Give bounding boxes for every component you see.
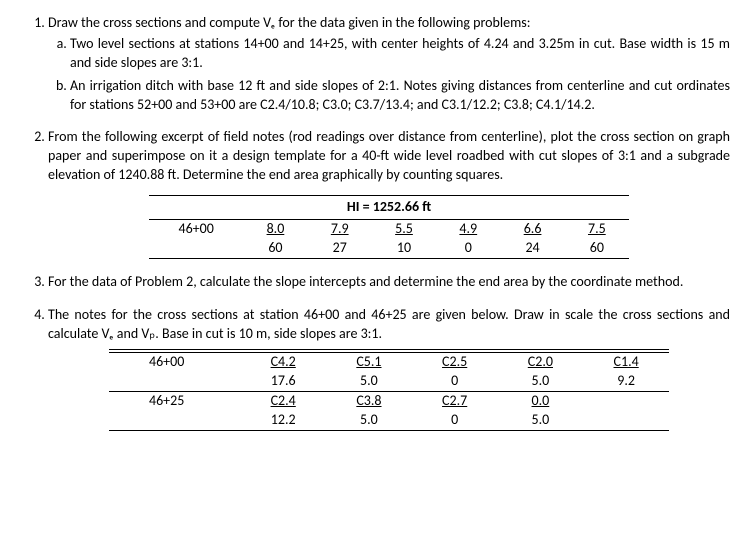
problem-1: Draw the cross sections and compute Vₑ f…: [48, 14, 730, 114]
q4-text: The notes for the cross sections at stat…: [48, 306, 730, 342]
q4-r1-b4: [583, 411, 669, 430]
problem-list: Draw the cross sections and compute Vₑ f…: [24, 14, 730, 431]
q2-t2: 5.5: [395, 220, 413, 237]
q4-table: 46+00 C4.2 C5.1 C2.5 C2.0 C1.4 17.6 5.0 …: [109, 349, 669, 431]
q4-r0-b1: 5.0: [326, 372, 412, 391]
q4-r0-t2: C2.5: [442, 353, 467, 370]
q4-r1-t2: C2.7: [442, 392, 467, 409]
q4-r1-t3: 0.0: [532, 392, 550, 409]
q4-r1-b1: 5.0: [326, 411, 412, 430]
q4-r0-t4: C1.4: [614, 353, 639, 370]
q4-r0-b2: 0: [412, 372, 498, 391]
q2-hi: HI = 1252.66 ft: [149, 195, 629, 220]
q2-t5: 7.5: [588, 220, 606, 237]
q2-text: From the following excerpt of field note…: [48, 128, 730, 183]
q2-b0: 60: [243, 239, 307, 258]
q1b: An irrigation ditch with base 12 ft and …: [70, 77, 730, 115]
q4-r1-b2: 0: [412, 411, 498, 430]
q4-r1-t0: C2.4: [271, 392, 296, 409]
q4-r0-t0: C4.2: [271, 353, 296, 370]
q1-intro: Draw the cross sections and compute Vₑ f…: [48, 14, 531, 31]
q4-r0-station: 46+00: [109, 353, 240, 372]
q4-r0-b4: 9.2: [583, 372, 669, 391]
q2-b4: 24: [500, 239, 564, 258]
problem-3: For the data of Problem 2, calculate the…: [48, 273, 730, 292]
problem-2: From the following excerpt of field note…: [48, 128, 730, 258]
q2-table: 46+00 8.0 7.9 5.5 4.9 6.6 7.5 60 27 10 0…: [149, 220, 629, 259]
q2-t3: 4.9: [459, 220, 477, 237]
q2-t0: 8.0: [267, 220, 285, 237]
problem-4: The notes for the cross sections at stat…: [48, 306, 730, 431]
q2-t1: 7.9: [331, 220, 349, 237]
q1-subs: Two level sections at stations 14+00 and…: [48, 35, 730, 115]
q2-b1: 27: [308, 239, 372, 258]
q4-r0-t3: C2.0: [528, 353, 553, 370]
q4-r1-station: 46+25: [109, 392, 240, 411]
q4-r0-b0: 17.6: [240, 372, 326, 391]
q4-r1-t1: C3.8: [356, 392, 381, 409]
q2-b3: 0: [436, 239, 500, 258]
q4-r1-b3: 5.0: [498, 411, 584, 430]
q2-table-block: HI = 1252.66 ft 46+00 8.0 7.9 5.5 4.9 6.…: [149, 195, 629, 259]
q2-t4: 6.6: [524, 220, 542, 237]
q4-r1-b0: 12.2: [240, 411, 326, 430]
q4-r0-b3: 5.0: [498, 372, 584, 391]
q2-b2: 10: [372, 239, 436, 258]
q1a: Two level sections at stations 14+00 and…: [70, 35, 730, 73]
q2-b5: 60: [565, 239, 629, 258]
q2-station: 46+00: [149, 220, 243, 239]
q4-r0-t1: C5.1: [356, 353, 381, 370]
